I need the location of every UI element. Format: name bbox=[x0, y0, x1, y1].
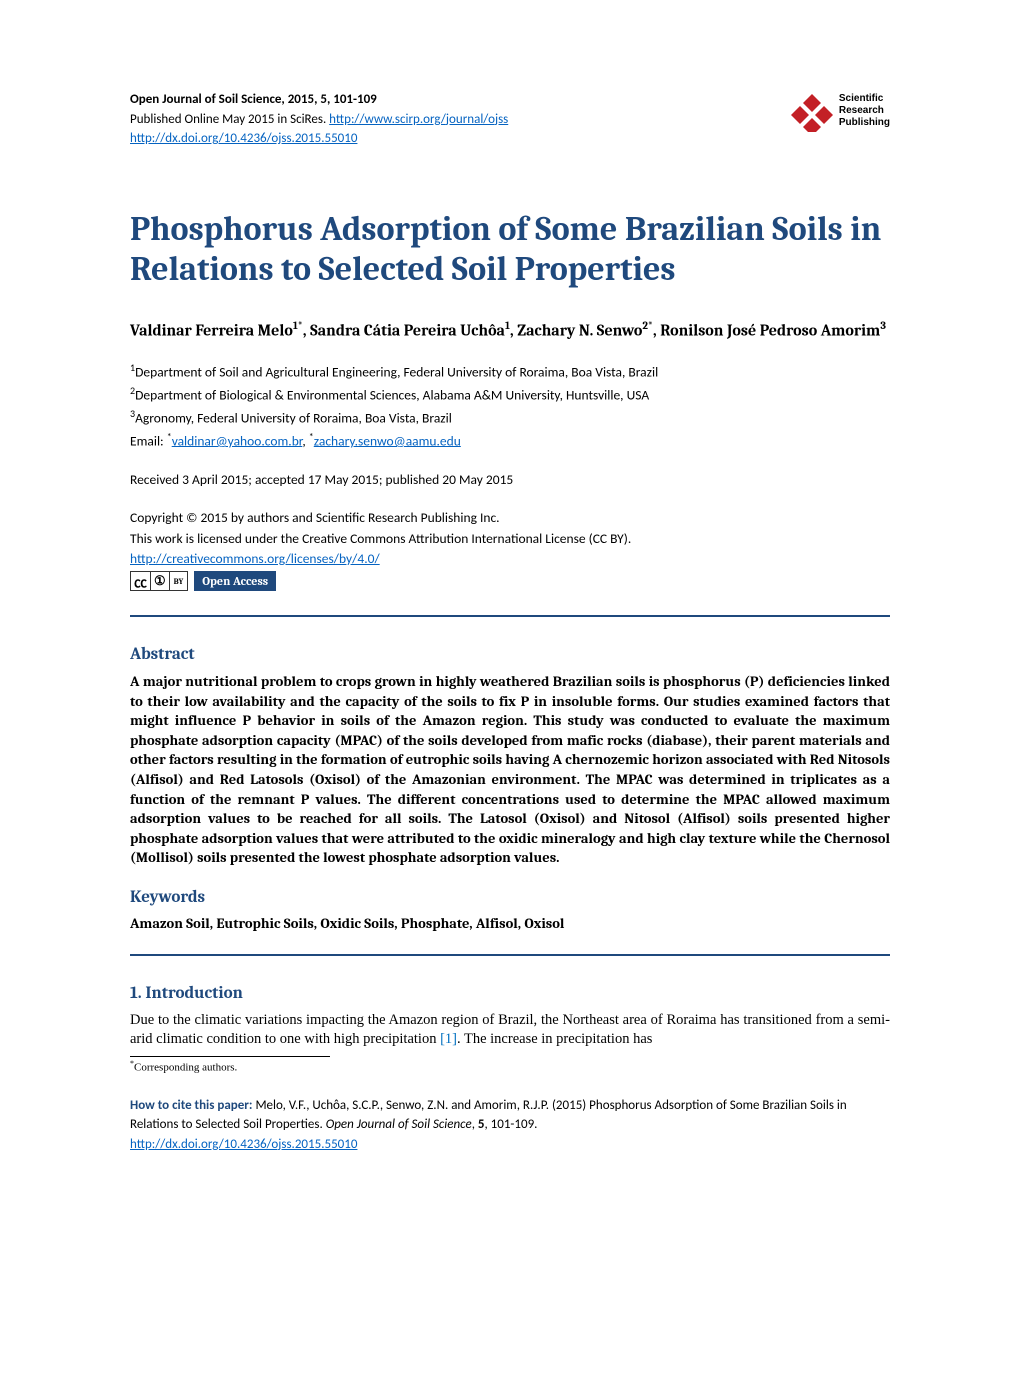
journal-url-link[interactable]: http://www.scirp.org/journal/ojss bbox=[329, 112, 508, 127]
author-email-1[interactable]: valdinar@yahoo.com.br bbox=[172, 432, 303, 449]
citation-ref-1[interactable]: [1] bbox=[440, 1031, 457, 1047]
publisher-name-2: Research bbox=[839, 105, 890, 117]
affiliation-3-text: Agronomy, Federal University of Roraima,… bbox=[135, 409, 452, 426]
introduction-text: Due to the climatic variations impacting… bbox=[130, 1011, 890, 1050]
how-to-cite: How to cite this paper: Melo, V.F., Uchô… bbox=[130, 1096, 890, 1155]
cite-doi-link[interactable]: http://dx.doi.org/10.4236/ojss.2015.5501… bbox=[130, 1137, 357, 1152]
journal-citation: Open Journal of Soil Science, 2015, 5, 1… bbox=[130, 90, 508, 110]
by-label: BY bbox=[170, 572, 188, 590]
affiliation-3: 3Agronomy, Federal University of Roraima… bbox=[130, 406, 890, 429]
license-badges: ㏄ ① BY Open Access bbox=[130, 571, 890, 591]
doi-line: http://dx.doi.org/10.4236/ojss.2015.5501… bbox=[130, 129, 508, 149]
abstract-text: A major nutritional problem to crops gro… bbox=[130, 672, 890, 868]
srp-logo-icon bbox=[791, 90, 833, 132]
page-header: Open Journal of Soil Science, 2015, 5, 1… bbox=[130, 90, 890, 149]
affiliations: 1Department of Soil and Agricultural Eng… bbox=[130, 360, 890, 451]
article-title: Phosphorus Adsorption of Some Brazilian … bbox=[130, 209, 890, 291]
affiliation-1-text: Department of Soil and Agricultural Engi… bbox=[135, 364, 658, 381]
authors-line: Valdinar Ferreira Melo1*, Sandra Cátia P… bbox=[130, 318, 890, 342]
author-email-2[interactable]: zachary.senwo@aamu.edu bbox=[314, 432, 461, 449]
published-prefix: Published Online May 2015 in SciRes. bbox=[130, 112, 329, 127]
abstract-heading: Abstract bbox=[130, 645, 890, 664]
copyright-line-2: This work is licensed under the Creative… bbox=[130, 529, 890, 549]
publisher-name-1: Scientific bbox=[839, 93, 890, 105]
publisher-name-3: Publishing bbox=[839, 117, 890, 129]
affiliation-1: 1Department of Soil and Agricultural Eng… bbox=[130, 360, 890, 383]
journal-info: Open Journal of Soil Science, 2015, 5, 1… bbox=[130, 90, 508, 149]
cc-icon: ㏄ bbox=[131, 572, 151, 590]
attribution-icon: ① bbox=[151, 572, 170, 590]
publisher-name: Scientific Research Publishing bbox=[839, 93, 890, 129]
published-line: Published Online May 2015 in SciRes. htt… bbox=[130, 110, 508, 130]
copyright-line-1: Copyright © 2015 by authors and Scientif… bbox=[130, 508, 890, 528]
affiliation-2-text: Department of Biological & Environmental… bbox=[135, 387, 649, 404]
copyright-block: Copyright © 2015 by authors and Scientif… bbox=[130, 508, 890, 569]
cite-journal: Open Journal of Soil Science bbox=[326, 1117, 472, 1132]
cc-by-badge: ㏄ ① BY bbox=[130, 571, 188, 591]
article-dates: Received 3 April 2015; accepted 17 May 2… bbox=[130, 471, 890, 488]
publisher-logo: Scientific Research Publishing bbox=[791, 90, 890, 132]
open-access-badge: Open Access bbox=[194, 571, 276, 591]
divider-top bbox=[130, 615, 890, 617]
keywords-heading: Keywords bbox=[130, 888, 890, 907]
affiliation-2: 2Department of Biological & Environmenta… bbox=[130, 383, 890, 406]
introduction-heading: 1. Introduction bbox=[130, 984, 890, 1003]
keywords-text: Amazon Soil, Eutrophic Soils, Oxidic Soi… bbox=[130, 915, 890, 932]
corresponding-footnote: *Corresponding authors. bbox=[130, 1059, 890, 1074]
footnote-rule bbox=[130, 1056, 330, 1057]
footnote-text: Corresponding authors. bbox=[134, 1062, 237, 1074]
intro-post: . The increase in precipitation has bbox=[457, 1031, 652, 1047]
license-link[interactable]: http://creativecommons.org/licenses/by/4… bbox=[130, 550, 380, 567]
email-line: Email: *valdinar@yahoo.com.br, *zachary.… bbox=[130, 429, 890, 452]
doi-link[interactable]: http://dx.doi.org/10.4236/ojss.2015.5501… bbox=[130, 131, 357, 146]
email-label: Email: bbox=[130, 432, 167, 449]
cite-pages: , 101-109. bbox=[484, 1117, 537, 1132]
divider-bottom bbox=[130, 954, 890, 956]
cite-label: How to cite this paper: bbox=[130, 1098, 255, 1113]
